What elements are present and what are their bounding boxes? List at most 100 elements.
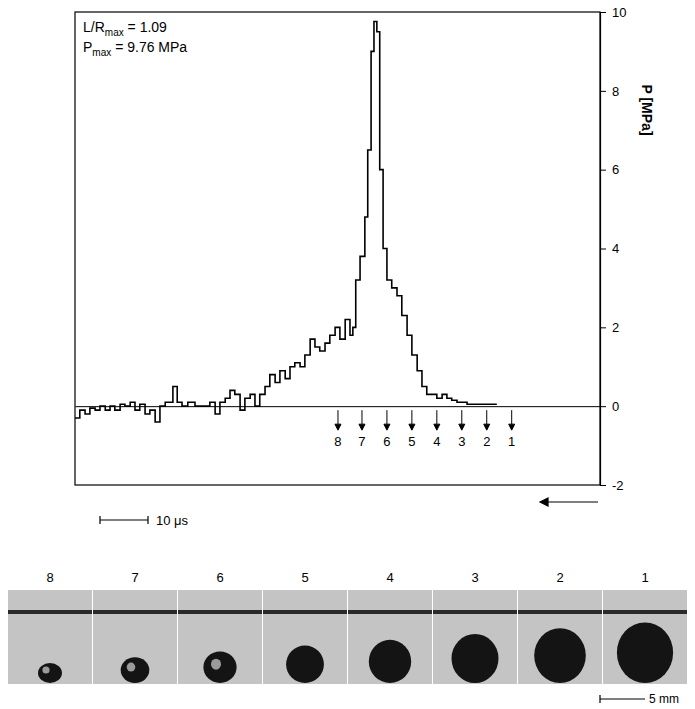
y-tick-label: 10 [612,5,626,20]
frame-marker-arrow [409,410,415,430]
photo-bubble [452,634,499,683]
length-scale-bar: 5 mm [600,692,679,706]
photo-frame [263,590,347,684]
photo-wall [178,610,262,614]
photo-frame [348,590,432,684]
photo-label: 6 [216,570,223,585]
photo-label: 2 [556,570,563,585]
photo-label: 1 [641,570,648,585]
photo-bubble-highlight [211,659,221,670]
y-tick-label: 0 [612,399,619,414]
frame-marker-arrow [335,410,341,430]
photo-background [263,590,347,684]
frame-marker-arrow [359,410,365,430]
photo-background [8,590,92,684]
y-axis: -2 0 2 4 6 8 10 [600,5,626,493]
y-tick: 4 [600,241,619,256]
plot-area [75,21,497,421]
annotation-base: L/R [83,19,105,35]
frame-marker-label: 3 [458,434,465,449]
y-tick-mark [600,91,606,92]
photo-frame [433,590,517,684]
frame-marker-label: 8 [334,434,341,449]
y-tick-mark [600,12,606,13]
frame-marker-label: 2 [483,434,490,449]
photo-bubble [369,640,411,683]
photo-wall [8,610,92,614]
annotation-subscript: max [92,47,111,58]
photo-frame [93,590,177,684]
y-tick: -2 [600,478,624,493]
photo-frame [603,590,687,684]
time-scale-bar: 10 μs [100,513,189,528]
frame-marker-arrow [434,410,440,430]
frame-marker-arrow [484,410,490,430]
y-tick: 6 [600,162,619,177]
frame-marker-arrow [509,410,515,430]
time-scale-line [100,516,148,524]
photo-frame [178,590,262,684]
photo-strip: 87654321 [8,570,687,684]
pressure-line [75,21,497,421]
photo-wall [603,610,687,614]
time-scale-label: 10 μs [156,513,189,528]
photo-background [603,590,687,684]
frame-marker-arrow [384,410,390,430]
frame-marker-arrow [459,410,465,430]
frame-marker-label: 7 [358,434,365,449]
y-tick-label: 6 [612,162,619,177]
annotation-base: P [83,39,92,55]
y-tick-label: 2 [612,320,619,335]
photo-wall [263,610,347,614]
frame-marker-label: 4 [433,434,440,449]
y-tick: 0 [600,399,619,414]
photo-wall [348,610,432,614]
annotation-subscript: max [105,27,124,38]
plot-frame [75,12,600,485]
annotation: L/Rmax = 1.09 [83,19,167,38]
annotation-tail: = 1.09 [124,19,167,35]
y-tick-mark [600,249,606,250]
photo-bubble [38,663,62,683]
photo-wall [518,610,602,614]
frame-markers: 8 7 6 5 4 3 2 1 [334,410,515,449]
zero-line [76,406,601,407]
photo-frame [8,590,92,684]
photo-bubble [617,622,673,683]
photo-bubble [121,657,150,683]
photo-frame [518,590,602,684]
photo-wall [433,610,517,614]
frame-marker-label: 5 [408,434,415,449]
frame-marker-label: 6 [383,434,390,449]
x-axis [76,406,601,407]
y-tick: 8 [600,83,619,98]
length-scale-line [600,695,645,703]
y-axis-title: P [MPa] [639,84,655,135]
figure: -20246810P [MPa]L/Rmax = 1.09Pmax = 9.76… [0,0,695,709]
photo-background [178,590,262,684]
photo-label: 5 [301,570,308,585]
y-tick-mark [600,406,606,407]
photo-bubble [534,628,586,683]
photo-label: 8 [46,570,53,585]
photo-wall [93,610,177,614]
direction-arrow [540,498,598,506]
y-tick-mark [600,170,606,171]
photo-bubble [286,646,324,683]
frame-marker-label: 1 [508,434,515,449]
photo-bubble-highlight [127,663,136,672]
photo-bubble-highlight [42,667,49,674]
y-tick-label: 8 [612,83,619,98]
y-tick-label: 4 [612,241,619,256]
photo-background [433,590,517,684]
photo-label: 4 [386,570,393,585]
y-tick-label: -2 [612,478,624,493]
y-tick-mark [600,327,606,328]
y-tick: 2 [600,320,619,335]
photo-label: 7 [131,570,138,585]
photo-background [93,590,177,684]
annotation: Pmax = 9.76 MPa [83,39,187,58]
photo-background [518,590,602,684]
y-tick: 10 [600,5,626,20]
length-scale-label: 5 mm [649,692,679,706]
